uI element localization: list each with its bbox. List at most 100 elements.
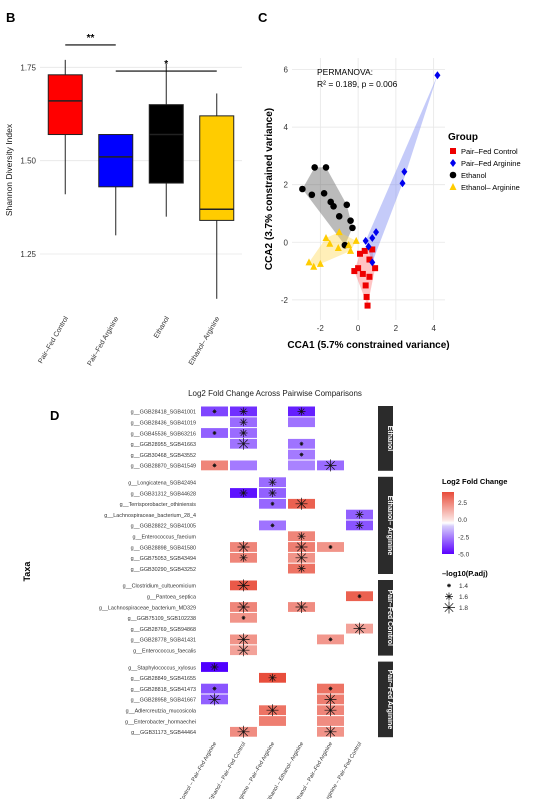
data-point	[322, 233, 330, 241]
significance-marker	[237, 601, 250, 613]
data-point	[311, 164, 318, 171]
significance-marker	[212, 686, 217, 691]
data-point	[335, 228, 343, 236]
taxon-label: g__Enterococcus_faecalis	[133, 649, 196, 655]
significance-marker	[297, 564, 306, 573]
data-point	[362, 282, 369, 289]
significance-marker	[268, 489, 277, 497]
significance-marker	[239, 407, 248, 416]
significance-marker	[328, 637, 333, 642]
data-point	[364, 302, 371, 309]
group-strip-label: Ethanol	[386, 426, 393, 452]
significance-marker	[266, 704, 279, 717]
heatmap-cell	[288, 417, 315, 428]
group-strip	[378, 580, 393, 656]
taxon-label: g__GGB45536_SGB63216	[131, 431, 196, 437]
taxon-label: g__GGB75053_SGB43494	[131, 556, 196, 562]
heatmap-title: Log2 Fold Change Across Pairwise Compari…	[188, 389, 362, 398]
significance-marker	[295, 601, 308, 613]
size-legend-label: 1.4	[459, 583, 468, 590]
significance-marker	[299, 452, 304, 457]
color-tick-label: -2.5	[458, 534, 470, 541]
significance-marker	[212, 431, 217, 435]
box-body	[148, 104, 184, 184]
taxon-label: g__Staphylococcus_xylosus	[128, 665, 196, 671]
data-point	[361, 247, 368, 254]
data-point	[401, 167, 408, 176]
taxon-label: g__Lachnospiraceae_bacterium_MD329	[99, 605, 196, 611]
taxon-label: g__GGB31312_SGB44628	[131, 491, 196, 497]
significance-marker	[324, 704, 337, 717]
significance-marker	[239, 429, 248, 437]
data-point	[347, 217, 354, 224]
data-point	[326, 239, 334, 247]
legend-key	[450, 148, 456, 154]
taxon-label: g__Lachnospiraceae_bacterium_28_4	[104, 513, 196, 519]
significance-marker	[237, 579, 250, 592]
legend-key	[449, 171, 457, 179]
data-point	[316, 259, 324, 267]
significance-marker	[237, 437, 250, 450]
group-hull-3	[302, 167, 353, 246]
data-point	[372, 265, 379, 272]
data-point	[373, 228, 380, 237]
size-legend-label: 1.6	[459, 594, 468, 601]
taxon-label: g__GGB28778_SGB41431	[131, 638, 196, 644]
data-point	[343, 201, 351, 209]
column-label: Pair–Fed Control – Pair–Fed Arginine	[167, 741, 219, 799]
legend-label: Pair–Fed Control	[461, 147, 518, 156]
y-tick-label: -2	[281, 296, 289, 305]
significance-marker	[445, 592, 453, 601]
y-axis-label: Taxa	[22, 561, 32, 582]
data-point	[366, 256, 373, 263]
significance-marker	[355, 510, 364, 519]
size-legend-title: –log10(P.adj)	[442, 569, 488, 578]
data-point	[320, 190, 328, 197]
x-tick-label: -2	[317, 324, 325, 333]
significance-marker	[237, 725, 250, 738]
fold-change-heatmap: D Log2 Fold Change Across Pairwise Compa…	[22, 389, 507, 804]
data-point	[369, 246, 376, 253]
y-tick-label: 1.50	[20, 157, 36, 166]
group-hull-4	[309, 232, 357, 267]
y-tick-label: 6	[284, 66, 289, 75]
heatmap-cell	[230, 460, 257, 471]
taxon-label: g__Pantoea_septica	[147, 595, 196, 601]
taxon-label: g__GGB30468_SGB43552	[131, 453, 196, 459]
y-tick-label: 1.25	[20, 250, 36, 259]
x-tick-label: Pair–Fed Arginine	[87, 315, 121, 367]
significance-marker	[355, 521, 364, 530]
taxon-label: g__GGB28898_SGB41580	[131, 545, 196, 551]
data-point	[359, 270, 366, 277]
data-point	[345, 241, 353, 249]
size-legend-label: 1.8	[459, 605, 468, 612]
panel-label-d: D	[50, 408, 59, 423]
data-point	[305, 258, 313, 266]
significance-marker	[270, 501, 275, 506]
heatmap-cell	[317, 716, 344, 726]
box-2	[98, 134, 134, 236]
significance-marker	[324, 459, 337, 472]
data-point	[351, 268, 358, 275]
significance-marker	[212, 463, 217, 468]
y-axis-label: CCA2 (3.7% constrained variance)	[264, 108, 275, 270]
panel-label-c: C	[258, 10, 268, 25]
y-axis-label: Shannon Diversity Index	[4, 123, 14, 216]
y-tick-label: 2	[284, 181, 289, 190]
color-bar	[442, 492, 454, 554]
group-hull-1	[354, 249, 376, 306]
x-axis-label: CCA1 (5.7% constrained variance)	[287, 340, 449, 351]
data-point	[330, 202, 337, 210]
data-point	[334, 244, 342, 252]
taxon-label: g__GGB75109_SGB102238	[128, 616, 196, 622]
data-point	[434, 71, 441, 80]
x-tick-label: Ethanol	[153, 315, 171, 339]
significance-marker	[239, 418, 248, 427]
data-point	[347, 246, 355, 254]
significance-marker	[241, 615, 246, 620]
data-point	[349, 224, 356, 232]
data-point	[369, 258, 376, 267]
significance-marker	[212, 409, 217, 414]
legend-label: Ethanol	[461, 171, 487, 180]
group-strip	[378, 406, 393, 471]
